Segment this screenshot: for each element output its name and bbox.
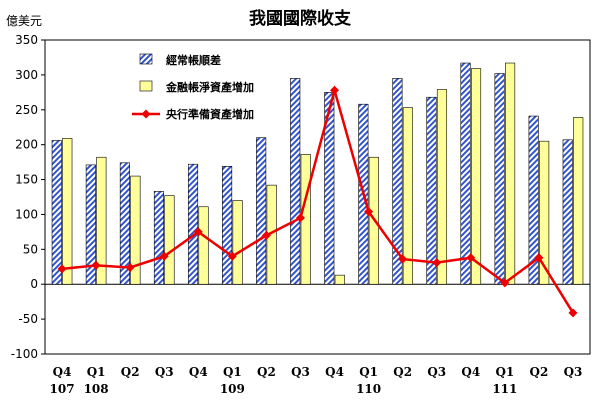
bar-financial-account bbox=[436, 89, 448, 285]
x-year-label: 111 bbox=[492, 382, 517, 396]
x-tick-label: Q2 bbox=[530, 365, 549, 379]
reserve-assets-point bbox=[466, 253, 476, 263]
reserve-assets-point bbox=[91, 260, 101, 270]
bar-current-account bbox=[426, 96, 437, 285]
bar-current-account bbox=[324, 92, 335, 285]
x-year-label: 109 bbox=[220, 382, 245, 396]
plot-frame bbox=[44, 39, 591, 355]
reserve-assets-point bbox=[398, 254, 408, 264]
bar-financial-account bbox=[402, 107, 413, 285]
x-tick-label: Q3 bbox=[564, 365, 583, 379]
reserve-assets-point bbox=[295, 213, 305, 223]
legend-label: 金融帳淨資產增加 bbox=[165, 80, 254, 94]
bar-financial-account bbox=[164, 195, 175, 285]
reserve-assets-point bbox=[534, 253, 544, 263]
y-tick-label: 150 bbox=[15, 173, 38, 187]
reserve-assets-point bbox=[330, 85, 340, 95]
plot-area: -100 -50 0 50 100 150 200 250 300 350 Q4 Q1 Q2 Q3 Q4 Q1… bbox=[11, 33, 591, 396]
bar-financial-account bbox=[62, 138, 73, 285]
x-tick-label: Q1 bbox=[87, 365, 106, 379]
x-year-label: 110 bbox=[356, 382, 381, 396]
bar-financial-account bbox=[130, 175, 141, 285]
legend-label: 經常帳順差 bbox=[166, 53, 221, 67]
reserve-assets-line bbox=[61, 85, 575, 314]
bar-current-account bbox=[187, 163, 199, 285]
y-tick-label: 100 bbox=[15, 207, 38, 221]
reserve-assets-point bbox=[125, 262, 135, 272]
y-tick-label: 0 bbox=[30, 277, 38, 291]
x-tick-label: Q4 bbox=[325, 365, 344, 379]
legend-swatch bbox=[139, 80, 153, 92]
reserve-assets-point bbox=[500, 278, 510, 288]
reserve-assets-point bbox=[57, 264, 67, 274]
x-tick-label: Q4 bbox=[53, 365, 72, 379]
reserve-assets-point bbox=[432, 258, 442, 268]
bar-financial-account bbox=[232, 200, 243, 285]
bar-financial-account bbox=[470, 68, 482, 285]
bar-current-account bbox=[153, 191, 165, 285]
bar-current-account bbox=[256, 137, 267, 285]
reserve-assets-point bbox=[261, 230, 271, 240]
bar-current-account bbox=[85, 164, 96, 285]
bar-current-account bbox=[222, 165, 233, 285]
bar-current-account bbox=[119, 162, 130, 285]
bar-current-account bbox=[528, 115, 539, 285]
x-tick-label: Q4 bbox=[461, 365, 480, 379]
y-tick-label: 250 bbox=[15, 103, 38, 117]
bar-financial-account bbox=[505, 62, 516, 285]
y-tick-label: -50 bbox=[18, 312, 38, 326]
reserve-assets-point bbox=[159, 251, 169, 261]
reserve-assets-point bbox=[227, 251, 237, 261]
x-tick-label: Q2 bbox=[393, 365, 412, 379]
bar-financial-account bbox=[96, 156, 107, 285]
x-tick-label: Q3 bbox=[155, 365, 174, 379]
y-tick-label: -100 bbox=[11, 347, 38, 361]
y-tick-label: 200 bbox=[15, 138, 38, 152]
x-tick-label: Q3 bbox=[427, 365, 446, 379]
reserve-assets-point bbox=[568, 308, 578, 318]
bar-current-account bbox=[460, 62, 471, 285]
bar-current-account bbox=[392, 78, 403, 285]
x-year-label: 108 bbox=[84, 382, 109, 396]
x-tick-label: Q2 bbox=[257, 365, 276, 379]
x-tick-label: Q1 bbox=[359, 365, 378, 379]
x-tick-label: Q2 bbox=[121, 365, 140, 379]
x-year-label: 107 bbox=[50, 382, 75, 396]
bar-financial-account bbox=[198, 206, 209, 285]
y-tick-label: 50 bbox=[23, 242, 38, 256]
x-tick-label: Q4 bbox=[189, 365, 208, 379]
x-tick-label: Q3 bbox=[291, 365, 310, 379]
y-tick-label: 350 bbox=[15, 33, 38, 47]
bar-financial-account bbox=[334, 274, 345, 285]
legend-swatch bbox=[139, 53, 153, 65]
bar-financial-account bbox=[573, 117, 584, 285]
legend-marker bbox=[141, 109, 151, 119]
bar-current-account bbox=[290, 78, 301, 285]
legend-label: 央行準備資產增加 bbox=[166, 107, 254, 121]
x-tick-label: Q1 bbox=[495, 365, 514, 379]
bar-current-account bbox=[562, 139, 573, 285]
y-axis-unit-label: 億美元 bbox=[6, 14, 43, 28]
y-tick-label: 300 bbox=[15, 68, 38, 82]
reserve-assets-point bbox=[364, 207, 374, 217]
bar-current-account bbox=[51, 140, 62, 285]
reserve-assets-point bbox=[193, 227, 203, 237]
bar-current-account bbox=[494, 73, 505, 285]
bar-financial-account bbox=[539, 140, 550, 285]
x-tick-label: Q1 bbox=[223, 365, 242, 379]
chart-title: 我國國際收支 bbox=[249, 9, 351, 29]
